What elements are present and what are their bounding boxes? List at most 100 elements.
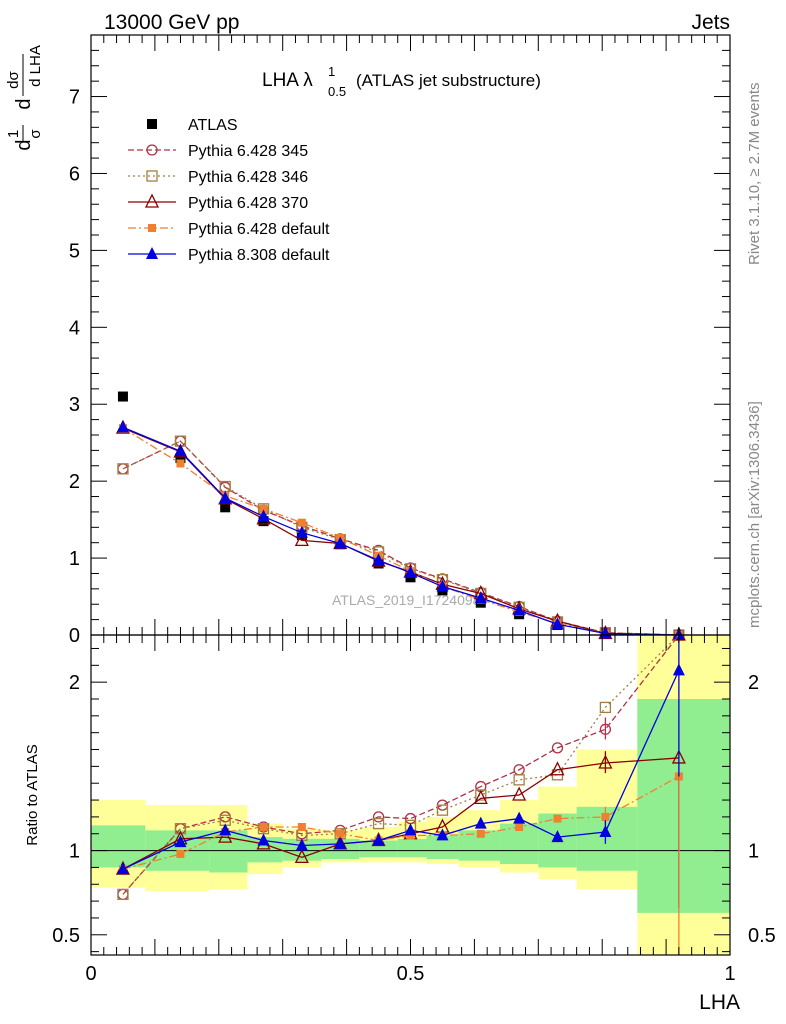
point-p8-0	[116, 420, 129, 433]
ratio-point-p370-9	[473, 789, 488, 805]
ratio-point-p346-8	[436, 804, 449, 816]
ratio-point-p8-7	[404, 823, 417, 836]
ratio-line-p370	[122, 757, 679, 870]
legend-marker-p346	[146, 170, 158, 182]
ratio-point-p8-11	[551, 830, 564, 843]
green-band-6	[359, 840, 398, 858]
point-p8-3	[257, 509, 270, 522]
ratio-point-p346-0	[117, 888, 129, 901]
point-atlas-1	[175, 453, 186, 464]
ratio-point-pdef6-1	[176, 849, 185, 858]
main-ytick-label: 2	[69, 471, 80, 493]
legend-marker-p370	[144, 193, 160, 208]
main-series	[115, 391, 686, 641]
main-ytick-label: 7	[69, 87, 80, 109]
ratio-point-pdef6-5	[336, 829, 345, 838]
title-sub: 0.5	[328, 84, 346, 99]
ratio-line-p345	[122, 634, 680, 895]
legend-marker-atlas	[147, 119, 157, 129]
ratio-ytick-label-right: 2	[748, 672, 759, 694]
ratio-ytick-label: 0.5	[52, 925, 80, 947]
point-p8-6	[372, 553, 385, 566]
ratio-ytick-label: 1	[69, 841, 80, 863]
ratio-point-pdef6-7	[406, 831, 415, 840]
ratio-point-p8-3	[257, 833, 270, 846]
main-ytick-label: 5	[69, 240, 80, 262]
green-band-8	[426, 835, 459, 859]
point-p8-11	[551, 617, 564, 630]
point-p8-2	[219, 491, 232, 504]
ratio-point-p370-10	[512, 786, 527, 801]
rivet-label: Rivet 3.1.10, ≥ 2.7M events	[746, 83, 763, 266]
ratio-ytick-label-right: 1	[748, 841, 759, 863]
legend-marker-p8	[146, 247, 158, 259]
ylabel-d2: d	[13, 98, 35, 109]
ratio-ytick-label-right: 0.5	[748, 925, 776, 947]
ratio-ytick-label: 2	[69, 672, 80, 694]
ratio-point-p346-10	[513, 774, 525, 786]
green-band-0	[91, 825, 146, 868]
green-band-7	[397, 838, 427, 858]
ylabel-one: 1	[5, 130, 22, 138]
ratio-point-p8-10	[513, 811, 526, 824]
mcplots-label: mcplots.cern.ch [arXiv:1306.3436]	[746, 401, 763, 628]
main-ytick-label: 3	[69, 394, 80, 416]
ylabel-dlha: d LHA	[27, 45, 44, 87]
point-pdef6-3	[259, 504, 268, 513]
ratio-point-p346-12	[599, 701, 612, 714]
x-tick-label: 0.5	[397, 963, 425, 985]
legend: ATLAS Pythia 6.428 345 Pythia 6.428 346 Pyt…	[128, 117, 330, 264]
ylabel-dsigma: dσ	[5, 70, 22, 88]
ratio-point-p8-6	[372, 833, 385, 846]
ratio-point-p8-9	[474, 816, 487, 829]
ratio-point-pdef6-3	[259, 823, 268, 831]
ratio-uncertainty-bands	[91, 635, 730, 955]
x-tick-label: 0	[85, 963, 96, 985]
series-p346	[117, 435, 685, 641]
legend-label-p346: Pythia 6.428 346	[188, 169, 308, 186]
ratio-point-p370-11	[550, 761, 565, 776]
ratio-point-p8-5	[334, 836, 347, 849]
main-ylabel: d 1 σ d dσ d LHA	[5, 45, 44, 150]
title-main: LHA λ	[262, 70, 313, 91]
legend-label-atlas: ATLAS	[188, 117, 238, 134]
main-ytick-label: 0	[69, 625, 80, 647]
point-p8-5	[334, 536, 347, 549]
ratio-line-p346	[122, 634, 680, 895]
ratio-line-pdef6	[122, 775, 680, 870]
analysis-watermark: ATLAS_2019_I1724098	[332, 592, 481, 608]
point-p8-10	[513, 603, 526, 616]
legend-label-pdef6: Pythia 6.428 default	[188, 221, 330, 238]
point-atlas-2	[220, 502, 231, 513]
ratio-point-pdef6-9	[476, 829, 485, 838]
series-p8	[116, 420, 685, 640]
point-pdef6-4	[297, 518, 306, 527]
legend-label-p345: Pythia 6.428 345	[188, 143, 308, 160]
series-p345	[117, 435, 685, 641]
point-p8-4	[295, 525, 308, 538]
header-left: 13000 GeV pp	[104, 11, 239, 34]
point-p8-9	[474, 591, 487, 604]
point-pdef6-1	[176, 459, 185, 468]
ratio-point-p370-2	[218, 828, 233, 843]
ratio-point-p346-1	[174, 823, 187, 835]
title-rest: (ATLAS jet substructure)	[356, 71, 541, 90]
legend-marker-p345	[146, 144, 158, 156]
point-atlas-0	[117, 391, 128, 402]
legend-marker-pdef6	[148, 224, 156, 232]
ratio-ylabel: Ratio to ATLAS	[24, 744, 41, 845]
ylabel-sigma: σ	[27, 129, 44, 139]
point-p346-0	[117, 463, 129, 475]
main-ytick-label: 6	[69, 163, 80, 185]
ylabel-d1: d	[13, 139, 35, 150]
ratio-point-p345-6	[372, 811, 385, 823]
point-p8-1	[174, 444, 187, 457]
x-tick-label: 1	[724, 963, 735, 985]
green-band-13	[637, 699, 730, 913]
line-pdef6	[122, 427, 679, 636]
ratio-line-p8	[122, 670, 680, 870]
ratio-point-p8-8	[436, 828, 449, 841]
ratio-point-p8-0	[116, 862, 129, 875]
ratio-point-p370-4	[294, 848, 309, 863]
